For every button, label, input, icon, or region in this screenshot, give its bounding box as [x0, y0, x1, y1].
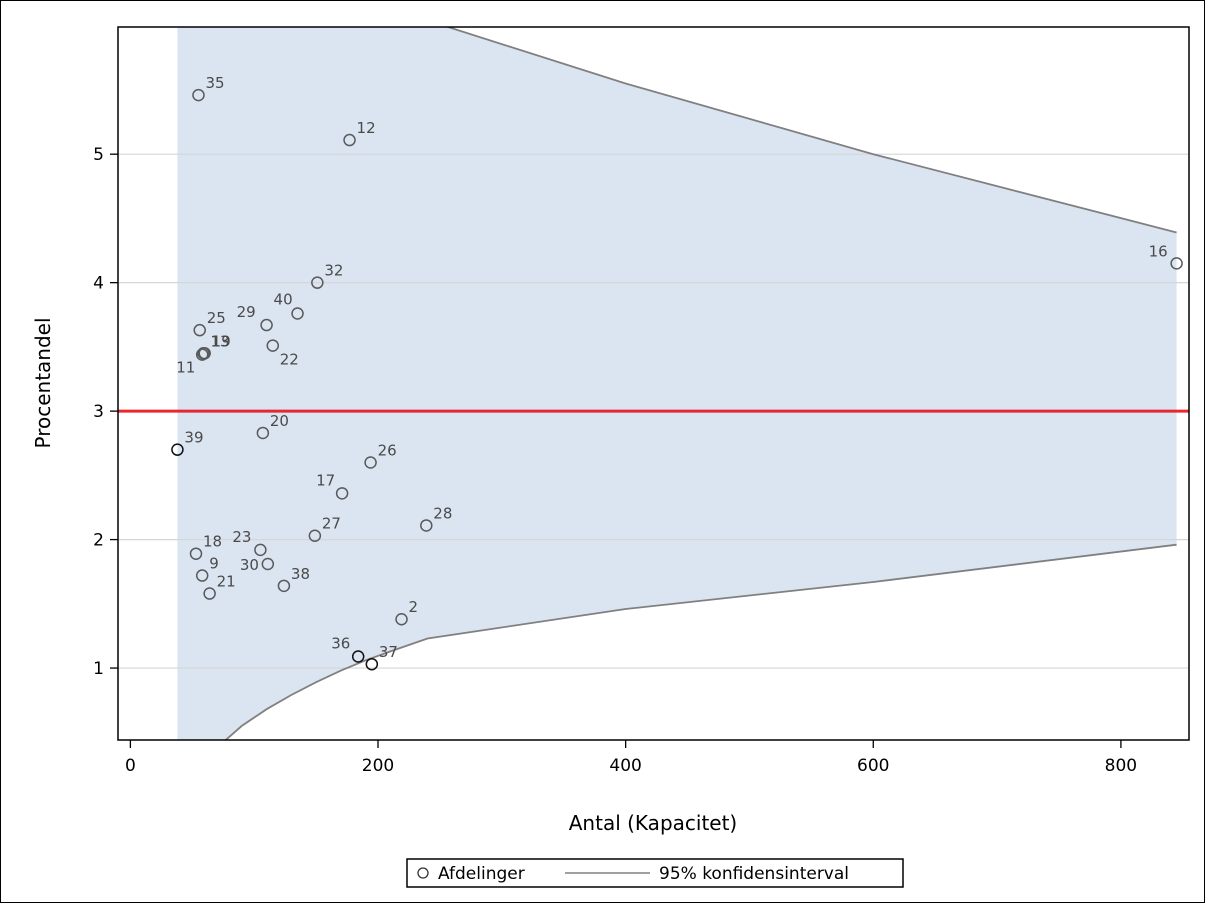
point-label-36: 36 — [331, 634, 350, 652]
data-point-25 — [193, 323, 206, 337]
confidence-band — [177, 27, 1177, 740]
legend-label-ci: 95% konfidensinterval — [659, 864, 849, 884]
data-point-39 — [171, 443, 184, 456]
point-label-32: 32 — [324, 262, 343, 280]
y-axis-title: Procentandel — [31, 317, 55, 448]
point-label-13: 13 — [210, 332, 229, 350]
data-point-17 — [335, 487, 349, 500]
point-label-28: 28 — [433, 504, 452, 522]
legend: Afdelinger 95% konfidensinterval — [406, 858, 904, 888]
data-point-12 — [343, 133, 356, 147]
data-point-29 — [260, 318, 273, 332]
legend-label-points: Afdelinger — [438, 864, 525, 884]
data-point-36 — [351, 650, 365, 663]
point-label-40: 40 — [274, 290, 293, 308]
point-label-2: 2 — [409, 598, 419, 616]
data-point-22 — [266, 339, 280, 352]
point-label-23: 23 — [232, 528, 251, 546]
data-point-37 — [365, 657, 379, 671]
data-point-11 — [195, 348, 209, 361]
x-tick-label-200: 200 — [362, 756, 394, 776]
data-point-26 — [364, 456, 377, 469]
x-axis-title: Antal (Kapacitet) — [569, 811, 738, 835]
point-label-20: 20 — [270, 412, 289, 430]
point-label-26: 26 — [378, 442, 397, 460]
point-label-12: 12 — [357, 119, 376, 137]
data-point-28 — [420, 519, 433, 532]
x-tick-label-800: 800 — [1105, 756, 1137, 776]
point-labels: 3512163240292522131911203926172827231830… — [176, 74, 1168, 661]
plot-area — [118, 27, 1189, 740]
data-point-35 — [192, 88, 205, 102]
data-point-30 — [261, 557, 275, 571]
point-label-17: 17 — [316, 471, 335, 489]
legend-box — [406, 858, 904, 888]
data-point-20 — [256, 426, 270, 440]
point-label-37: 37 — [379, 643, 398, 661]
point-label-35: 35 — [205, 74, 224, 92]
point-label-30: 30 — [240, 556, 259, 574]
legend-marker-points — [417, 867, 429, 879]
data-point-40 — [291, 307, 304, 320]
y-tick-label-4: 4 — [93, 274, 104, 294]
point-label-22: 22 — [280, 351, 299, 369]
data-point-38 — [277, 579, 291, 593]
point-label-11: 11 — [176, 359, 195, 377]
plot-frame — [117, 26, 1190, 741]
point-label-27: 27 — [322, 515, 341, 533]
data-point-23 — [254, 543, 267, 557]
ci-upper-line — [445, 27, 1177, 234]
point-label-39: 39 — [184, 429, 203, 447]
data-point-18 — [189, 547, 203, 560]
data-point-32 — [311, 276, 324, 289]
y-tick-label-3: 3 — [93, 402, 104, 422]
y-tick-label-2: 2 — [93, 531, 104, 551]
data-point-2 — [395, 612, 408, 626]
x-tick-label-400: 400 — [609, 756, 641, 776]
y-tick-label-1: 1 — [93, 659, 104, 679]
x-tick-label-600: 600 — [857, 756, 889, 776]
point-label-29: 29 — [237, 303, 256, 321]
data-point-16 — [1170, 257, 1183, 270]
data-point-9 — [195, 569, 209, 582]
point-label-16: 16 — [1149, 242, 1168, 260]
point-label-25: 25 — [207, 309, 226, 327]
y-tick-label-5: 5 — [93, 145, 104, 165]
point-label-18: 18 — [203, 533, 222, 551]
point-label-38: 38 — [291, 565, 310, 583]
point-label-9: 9 — [209, 555, 219, 573]
data-point-21 — [203, 587, 216, 600]
point-label-19: 19 — [212, 332, 231, 350]
x-tick-label-0: 0 — [125, 756, 136, 776]
point-label-21: 21 — [217, 573, 236, 591]
data-point-27 — [308, 529, 322, 542]
ci-lower-line — [224, 543, 1177, 740]
